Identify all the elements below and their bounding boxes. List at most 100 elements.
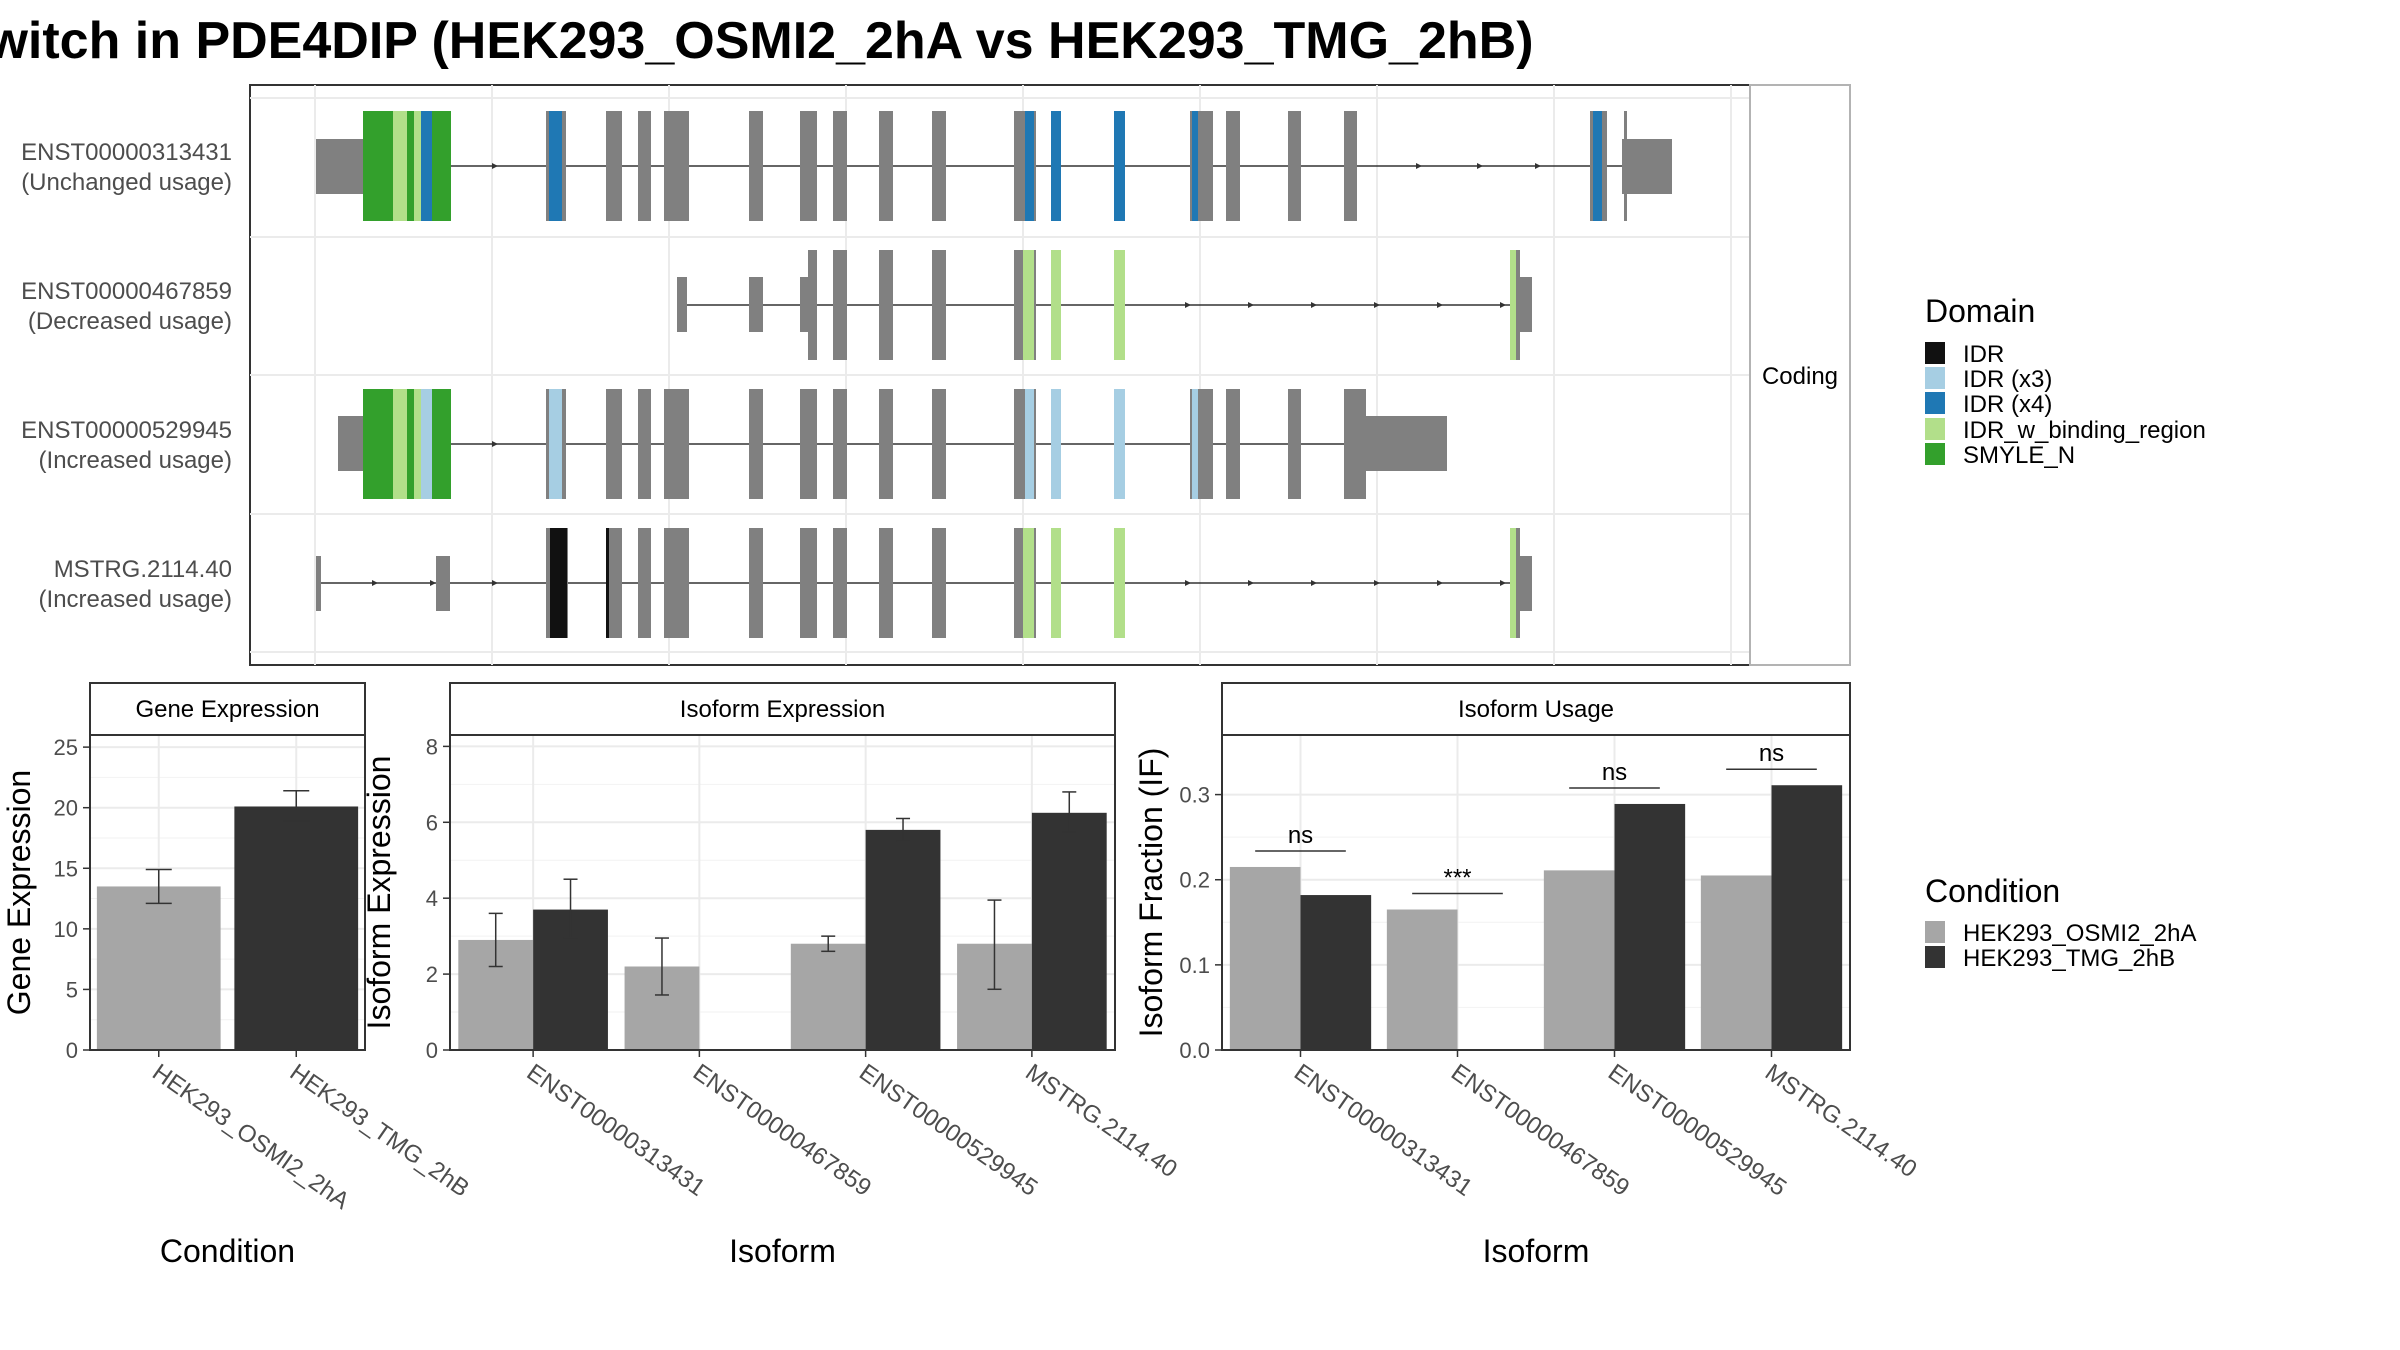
x-tick-label: ENST00000529945 [854,1059,1042,1202]
domain-idr-w-binding-region [414,111,421,221]
isoform-id: MSTRG.2114.40 [54,556,232,583]
transcript-row-2 [677,250,1532,360]
legend-swatch-idr-x4 [1925,392,1945,414]
intron-arrows [492,163,1541,169]
transcript-row-3 [338,389,1447,499]
panel-title: Isoform Usage [1458,696,1614,723]
y-tick-label: 15 [54,856,78,881]
intron-arrows [372,580,1506,586]
x-axis-title: Isoform [1483,1233,1590,1269]
facet-strip [1221,682,1851,736]
y-tick-label: 0.1 [1179,953,1210,978]
gene-expression-chart: Gene Expression0510152025HEK293_OSMI2_2h… [1,682,474,1269]
domain-idr-w-binding-region [393,389,407,499]
page-title: The isoform switch in PDE4DIP (HEK293_OS… [0,12,1534,70]
plot-border [89,734,366,1051]
bar [1229,866,1301,1050]
legend-swatch-osmi2 [1925,921,1945,943]
y-axis-title: Gene Expression [1,770,37,1015]
legend-label: SMYLE_N [1963,442,2075,469]
y-tick-label: 4 [426,886,438,911]
bar [1031,812,1107,1050]
intron-arrows [492,441,498,447]
y-tick-label: 8 [426,734,438,759]
domain-idr-x3 [421,389,432,499]
bar [1300,895,1372,1050]
legend-label: IDR (x3) [1963,366,2052,393]
legend-label: IDR_w_binding_region [1963,417,2206,444]
facet-label: Coding [1762,363,1838,390]
domain-idr-x4 [1025,111,1602,221]
x-tick-label: ENST00000467859 [688,1059,876,1202]
bar [1543,870,1615,1050]
significance-label: ns [1602,759,1627,786]
domain-idr-x4 [421,111,432,221]
legend-title: Condition [1925,873,2060,909]
plot-border [449,734,1116,1051]
y-tick-label: 2 [426,962,438,987]
y-tick-label: 5 [66,977,78,1002]
bar [234,806,359,1050]
legend-swatch-tmg [1925,946,1945,968]
x-tick-label: MSTRG.2114.40 [1020,1059,1182,1183]
y-tick-label: 20 [54,796,78,821]
isoform-labels: ENST00000313431 (Unchanged usage) ENST00… [21,139,232,613]
bar [1386,909,1458,1050]
significance-label: *** [1443,865,1471,892]
structure-gridlines [250,85,1750,665]
x-tick-label: MSTRG.2114.40 [1760,1059,1922,1183]
isoform-usage: (Unchanged usage) [21,169,232,196]
bar [1700,875,1772,1050]
legend-label: IDR [1963,341,2004,368]
y-axis-title: Isoform Expression [361,756,397,1030]
isoform-expression-chart: Isoform Expression02468ENST00000313431EN… [361,682,1182,1269]
isoform-usage: (Increased usage) [39,447,232,474]
panel-title: Isoform Expression [680,696,885,723]
bar [865,829,941,1050]
bar [1771,785,1843,1050]
y-tick-label: 10 [54,917,78,942]
isoform-id: ENST00000313431 [21,139,232,166]
isoform-usage: (Decreased usage) [28,308,232,335]
x-axis-title: Condition [160,1233,295,1269]
isoform-id: ENST00000529945 [21,417,232,444]
domain-idr-w-binding-region [1023,528,1516,638]
domain-idr-w-binding-region [414,389,421,499]
transcript-row-4 [316,528,1532,638]
significance-label: ns [1288,822,1313,849]
isoform-id: ENST00000467859 [21,278,232,305]
domain-idr-x4 [549,111,562,221]
legend-title: Domain [1925,293,2035,329]
utr-block [338,416,364,471]
plot-border [1221,734,1851,1051]
y-axis-title: Isoform Fraction (IF) [1133,748,1169,1038]
y-tick-label: 6 [426,810,438,835]
y-tick-label: 0 [66,1038,78,1063]
bar [96,886,221,1050]
legend-swatch-idr-x3 [1925,367,1945,389]
legend-swatch-idr [1925,342,1945,364]
structure-panel: Coding ENST00000313431 (Unchanged usage)… [21,84,1851,666]
significance-label: ns [1759,740,1784,767]
legend-swatch-idr-w-binding-region [1925,418,1945,440]
y-tick-label: 0.3 [1179,783,1210,808]
domain-idr-x3 [1025,389,1198,499]
bar [1614,803,1686,1050]
legend-swatch-smyle-n [1925,443,1945,465]
y-tick-label: 0 [426,1038,438,1063]
facet-strip [1749,84,1851,666]
exons [606,389,1447,499]
facet-strip [449,682,1116,736]
x-axis-title: Isoform [729,1233,836,1269]
panel-title: Gene Expression [135,696,319,723]
domain-idr [550,528,609,638]
domain-legend: Domain IDR IDR (x3) IDR (x4) IDR_w_bindi… [1925,293,2206,469]
legend-label: HEK293_OSMI2_2hA [1963,920,2196,947]
condition-legend: Condition HEK293_OSMI2_2hA HEK293_TMG_2h… [1925,873,2196,972]
domain-idr-w-binding-region [1023,250,1516,360]
utr-block [316,139,364,194]
legend-label: HEK293_TMG_2hB [1963,945,2175,972]
intron-arrows [1185,302,1506,308]
y-tick-label: 0.0 [1179,1038,1210,1063]
isoform-usage: (Increased usage) [39,586,232,613]
